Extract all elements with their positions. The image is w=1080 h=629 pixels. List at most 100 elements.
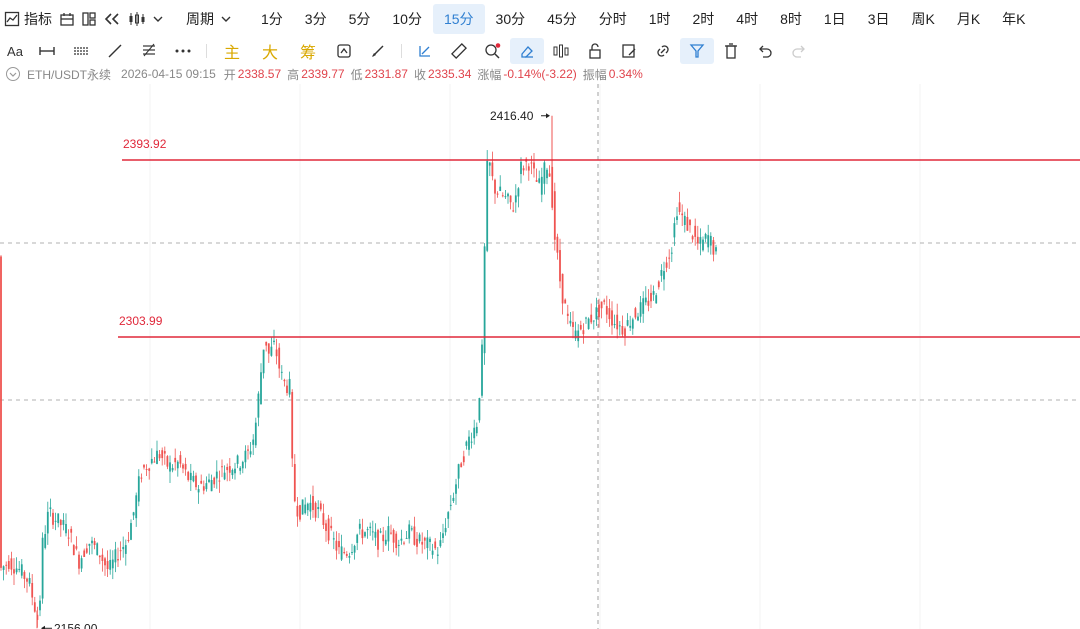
candle-body [457, 464, 460, 479]
tab-timeframe[interactable]: 月K [956, 11, 981, 27]
main-force-button[interactable]: 主 [213, 38, 251, 64]
candle-body [592, 320, 595, 322]
tab-timeframe[interactable]: 8时 [780, 11, 802, 27]
candle-body [561, 273, 564, 304]
bar-datetime: 2026-04-15 09:15 [121, 67, 216, 81]
candle-body [327, 518, 330, 541]
candle-body [96, 543, 99, 555]
tab-timeframe[interactable]: 4时 [736, 11, 759, 27]
candles-tool[interactable] [544, 38, 578, 64]
candle-body [639, 302, 642, 317]
candle-body [176, 461, 179, 469]
lock-tool[interactable] [578, 38, 612, 64]
close-value: 2335.34 [428, 67, 472, 81]
tab-timeframe[interactable]: 年K [1002, 11, 1026, 27]
candle-body [668, 257, 671, 259]
redo-button[interactable] [782, 38, 816, 64]
candle-body [535, 180, 538, 182]
layout-button[interactable] [82, 0, 96, 38]
zoom-tool[interactable] [476, 38, 510, 64]
candle-body [286, 385, 288, 393]
tab-timeframe[interactable]: 分时 [598, 11, 627, 27]
calendar-button[interactable] [60, 0, 74, 38]
candlestick-icon [129, 12, 145, 26]
tab-timeframe[interactable]: 15分 [432, 4, 485, 34]
candle-body [109, 559, 112, 570]
candle-body [161, 450, 164, 459]
candle-body [400, 538, 403, 541]
tab-timeframe[interactable]: 3分 [304, 11, 327, 27]
indicator-button[interactable]: 指标 [0, 0, 52, 38]
price-chart[interactable]: 2393.92 2303.99 2416.40 2156.00 [0, 84, 1080, 629]
parallel-lines-tool[interactable] [64, 38, 98, 64]
candle-body [343, 552, 346, 554]
collapse-icon[interactable] [5, 66, 21, 82]
trend-line-icon [108, 44, 122, 58]
candle-body [119, 550, 122, 552]
candle-body [54, 520, 57, 522]
candle-body [122, 546, 125, 550]
more-tools-button[interactable] [166, 38, 200, 64]
rewind-button[interactable] [104, 0, 120, 38]
candle-body [556, 236, 559, 253]
candle-body [377, 529, 379, 550]
candle-body [527, 166, 530, 171]
magnet-tool[interactable] [510, 38, 544, 64]
candle-body [114, 549, 117, 563]
candle-body [62, 520, 65, 525]
candle-body [150, 458, 153, 464]
horizontal-segment-tool[interactable] [30, 38, 64, 64]
candle-body [218, 480, 221, 482]
candle-body [369, 526, 372, 529]
main-label: 主 [223, 45, 240, 62]
candle-body [522, 168, 525, 171]
candle-body [608, 308, 611, 320]
ruler-tool[interactable] [442, 38, 476, 64]
candle-body [80, 558, 83, 569]
filter-tool[interactable] [680, 38, 714, 64]
indicator-icon [4, 11, 20, 27]
tab-timeframe[interactable]: 周K [911, 11, 935, 27]
tab-timeframe[interactable]: 10分 [392, 11, 422, 27]
candle-body [364, 532, 366, 537]
candle-body [403, 542, 405, 544]
chart-type-button[interactable] [128, 0, 164, 38]
candle-body [657, 281, 660, 288]
edit-tool[interactable] [612, 38, 646, 64]
tab-timeframe[interactable]: 5分 [348, 11, 371, 27]
candle-body [252, 439, 255, 445]
candle-body [512, 210, 515, 212]
candle-body [418, 534, 421, 542]
tab-timeframe[interactable]: 3日 [867, 11, 890, 27]
fibonacci-tool[interactable] [132, 38, 166, 64]
drawing-toolbar: Aa 主 大 筹 [0, 38, 1080, 64]
high-value: 2339.77 [301, 67, 345, 81]
candle-body [241, 461, 244, 469]
period-button[interactable]: 周期 [186, 0, 232, 38]
candle-body [652, 291, 655, 295]
candle-body [626, 320, 629, 326]
trend-line-tool[interactable] [98, 38, 132, 64]
pencil-tool[interactable] [361, 38, 395, 64]
high-label: 高 [287, 67, 300, 82]
candle-body [345, 553, 348, 556]
big-order-button[interactable]: 大 [251, 38, 289, 64]
tab-timeframe[interactable]: 30分 [495, 11, 526, 27]
measure-tool[interactable] [408, 38, 442, 64]
candle-body [195, 475, 197, 488]
candle-body [46, 511, 49, 534]
delete-tool[interactable] [714, 38, 748, 64]
tab-timeframe[interactable]: 1分 [261, 11, 283, 27]
tab-timeframe[interactable]: 1日 [823, 11, 846, 27]
candle-body [10, 558, 13, 570]
undo-button[interactable] [748, 38, 782, 64]
replace-tool[interactable] [327, 38, 361, 64]
text-tool-button[interactable]: Aa [0, 38, 30, 64]
tab-timeframe[interactable]: 2时 [692, 11, 715, 27]
candle-body [275, 349, 278, 357]
tab-timeframe[interactable]: 1时 [648, 11, 671, 27]
link-tool[interactable] [646, 38, 680, 64]
tab-timeframe[interactable]: 45分 [547, 11, 577, 27]
chip-button[interactable]: 筹 [289, 38, 327, 64]
candle-body [670, 252, 673, 254]
